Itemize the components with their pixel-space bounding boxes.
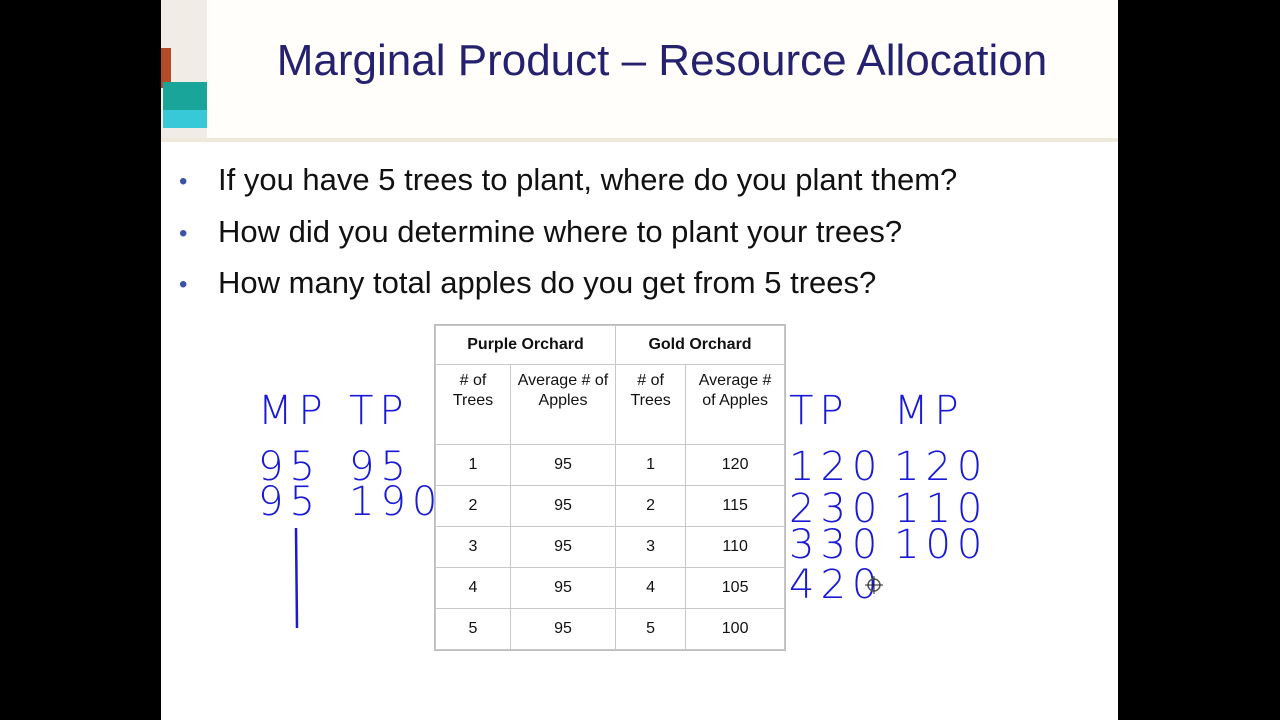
table-row: 1 95 1 120 [436,445,784,485]
table-cell: 5 [616,609,686,649]
blocks-logo-image [161,0,207,138]
group-header: Gold Orchard [616,326,784,364]
handwritten-text: 420 [789,562,883,608]
table-cell: 115 [686,486,784,526]
handwritten-text: TP [349,388,410,434]
bullet-icon: • [179,271,188,298]
group-header: Purple Orchard [436,326,615,364]
table-cell: 110 [686,527,784,567]
bullet-item: • How many total apples do you get from 5… [179,265,957,317]
handwritten-text: 120 [789,444,883,490]
handwritten-text: 190 [349,479,443,525]
bullet-icon: • [179,168,188,195]
table-cell: 95 [511,486,615,526]
table-cell: 3 [616,527,686,567]
orchard-table: Purple Orchard Gold Orchard # of Trees A… [434,324,786,651]
table-cell: 105 [686,568,784,608]
table-cell: 95 [511,445,615,485]
handwritten-text: 95 [258,444,321,490]
table-row: 5 95 5 100 [436,609,784,649]
bullet-text: If you have 5 trees to plant, where do y… [218,162,958,197]
cursor-icon [865,576,883,594]
table-cell: 4 [436,568,510,608]
table-row: 4 95 4 105 [436,568,784,608]
table-cell: 95 [511,527,615,567]
table-cell: 100 [686,609,784,649]
handwritten-text: TP [789,388,850,434]
table-cell: 3 [436,527,510,567]
table-cell: 5 [436,609,510,649]
handwritten-text: 95 [258,479,321,525]
bullet-icon: • [179,219,188,247]
column-header: # of Trees [436,365,510,444]
table-cell: 2 [616,486,686,526]
table-cell: 4 [616,568,686,608]
bullet-text: How did you determine where to plant you… [218,213,903,249]
table-cell: 120 [686,445,784,485]
handwritten-text: 95 [349,444,412,490]
handwritten-text: MP [894,388,965,434]
handwritten-text: MP [258,388,329,434]
handwritten-text: 110 [894,486,988,532]
bullet-text: How many total apples do you get from 5 … [218,265,877,300]
handwritten-text: 330 [789,522,883,568]
bullet-item: • If you have 5 trees to plant, where do … [179,162,957,214]
table-cell: 1 [616,445,686,485]
column-header: Average # of Apples [686,365,784,444]
column-header: # of Trees [616,365,686,444]
table-cell: 95 [511,609,615,649]
slide-title: Marginal Product – Resource Allocation [276,36,1048,85]
handwritten-text: 120 [894,444,988,490]
title-bar: Marginal Product – Resource Allocation [161,0,1118,142]
bullet-list: • If you have 5 trees to plant, where do … [179,162,957,317]
table-row: 3 95 3 110 [436,527,784,567]
handwritten-text: 100 [894,522,988,568]
table-cell: 1 [436,445,510,485]
column-header: Average # of Apples [511,365,615,444]
slide: Marginal Product – Resource Allocation •… [161,0,1118,720]
handwritten-line [294,527,299,629]
table-cell: 2 [436,486,510,526]
table-cell: 95 [511,568,615,608]
bullet-item: • How did you determine where to plant yo… [179,214,957,266]
table-row: 2 95 2 115 [436,486,784,526]
handwritten-text: 230 [789,486,883,532]
